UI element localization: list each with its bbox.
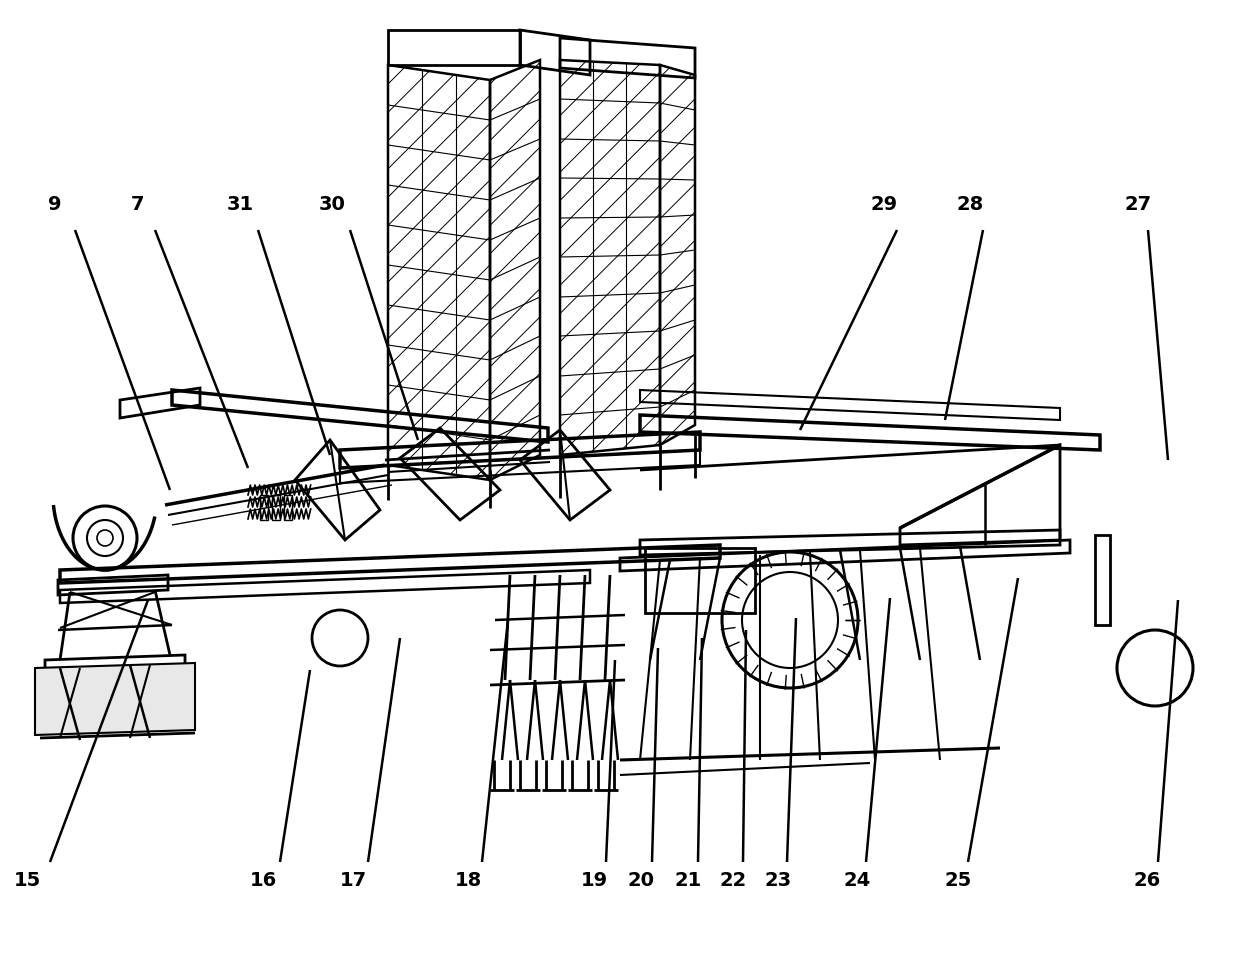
PathPatch shape (490, 60, 539, 480)
Text: 26: 26 (1133, 871, 1161, 889)
Text: 21: 21 (675, 871, 702, 889)
Text: 19: 19 (580, 871, 608, 889)
Text: 31: 31 (227, 195, 253, 214)
Polygon shape (35, 663, 195, 735)
Bar (645, 548, 755, 613)
Text: 22: 22 (719, 871, 746, 889)
Bar (1095, 535, 1110, 625)
Text: 30: 30 (319, 195, 346, 214)
Bar (272, 495, 280, 520)
Text: 25: 25 (945, 871, 972, 889)
Text: 7: 7 (131, 195, 145, 214)
Bar (260, 495, 268, 520)
PathPatch shape (388, 65, 490, 480)
Text: 29: 29 (870, 195, 898, 214)
Text: 27: 27 (1125, 195, 1152, 214)
Bar (284, 495, 291, 520)
PathPatch shape (560, 60, 660, 455)
Text: 15: 15 (14, 871, 41, 889)
Text: 23: 23 (764, 871, 791, 889)
Text: 18: 18 (454, 871, 481, 889)
PathPatch shape (660, 65, 694, 445)
Text: 16: 16 (249, 871, 277, 889)
Text: 17: 17 (340, 871, 367, 889)
Text: 9: 9 (48, 195, 62, 214)
Text: 24: 24 (843, 871, 870, 889)
Text: 20: 20 (627, 871, 655, 889)
Text: 28: 28 (956, 195, 983, 214)
